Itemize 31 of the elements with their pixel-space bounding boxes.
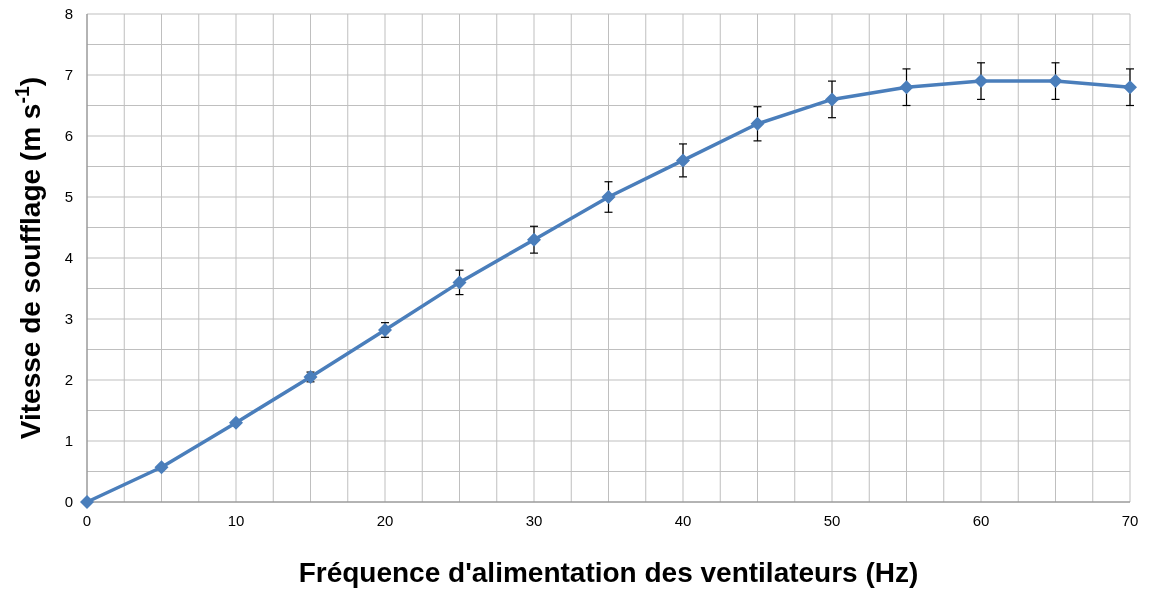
point	[1123, 80, 1137, 95]
y-tick-label: 6	[64, 127, 73, 144]
y-tick-label: 5	[64, 188, 73, 205]
x-tick-label: 30	[525, 512, 543, 529]
x-tick-label: 40	[674, 512, 692, 529]
point	[750, 116, 765, 131]
point	[1048, 74, 1063, 89]
point	[974, 74, 988, 89]
y-tick-label: 2	[64, 371, 73, 388]
point	[452, 275, 467, 290]
x-tick-label: 60	[972, 512, 990, 529]
point	[676, 153, 690, 168]
x-axis-title: Fréquence d'alimentation des ventilateurs (Hz)	[298, 557, 919, 588]
y-tick-label: 0	[64, 493, 73, 510]
point	[601, 190, 616, 204]
x-tick-label: 70	[1121, 512, 1139, 529]
point	[825, 92, 839, 107]
x-tick-label: 20	[376, 512, 394, 529]
point	[899, 80, 914, 95]
y-tick-label: 4	[64, 249, 73, 266]
x-tick-label: 0	[82, 512, 92, 529]
point	[80, 495, 94, 509]
x-tick-label: 50	[823, 512, 841, 529]
y-tick-label: 8	[64, 5, 73, 22]
x-tick-label: 10	[227, 512, 245, 529]
y-tick-label: 7	[64, 66, 73, 83]
point	[154, 460, 169, 475]
point	[527, 232, 541, 247]
y-tick-label: 3	[64, 310, 73, 327]
y-tick-label: 1	[64, 432, 73, 449]
point	[229, 415, 243, 430]
